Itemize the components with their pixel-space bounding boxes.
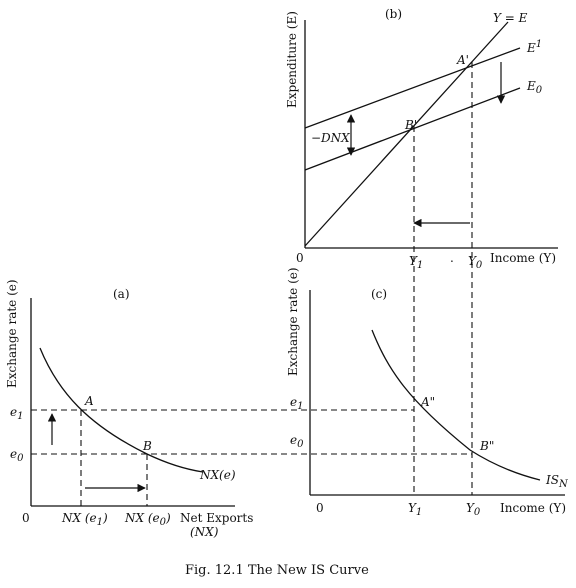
panel-a-curve-label: NX(e) (199, 468, 236, 482)
panel-a: (a) Exchange rate (e) 0 NX(e) A B e1 e0 … (5, 279, 253, 539)
panel-a-nx-curve (39, 347, 204, 473)
panel-a-tick-e0: e0 (10, 447, 24, 464)
panel-c: (c) Exchange rate (e) 0 ISN A" B" e1 e0 … (286, 267, 569, 518)
panel-c-curve-label: ISN (545, 473, 569, 490)
panel-c-is-curve (371, 329, 541, 481)
panel-b-dot: . (450, 251, 454, 265)
panel-c-tick-y1: Y1 (408, 501, 422, 518)
panel-c-point-a-label: A" (420, 395, 435, 409)
panel-b-tick-y1: Y1 (409, 254, 423, 271)
panel-c-label: (c) (371, 287, 387, 301)
panel-a-tick-nx1: NX (e1) (61, 511, 108, 528)
figure-caption: Fig. 12.1 The New IS Curve (185, 563, 369, 578)
panel-b-shift-label: −DNX (311, 131, 350, 145)
panel-a-point-b-label: B (142, 439, 152, 453)
panel-a-x-axis-label-2: (NX) (190, 525, 219, 539)
panel-a-x-axis-label-1: Net Exports (180, 511, 253, 525)
panel-b-line-y-equals-e (304, 21, 509, 247)
panel-b-point-a-label: A' (456, 53, 469, 67)
panel-a-tick-e1: e1 (10, 405, 23, 422)
panel-c-tick-y0: Y0 (466, 501, 481, 518)
panel-b-label: (b) (385, 7, 402, 21)
panel-b-origin: 0 (296, 251, 304, 265)
panel-a-point-a-label: A (84, 394, 94, 408)
panel-b-curve-e1-label: E1 (526, 39, 542, 55)
panel-c-y-axis-label: Exchange rate (e) (286, 267, 300, 376)
panel-b-curve-e0-label: E0 (526, 79, 543, 96)
panel-b-x-axis-label: Income (Y) (490, 251, 556, 265)
panel-b-curve-e1 (304, 47, 521, 129)
panel-a-label: (a) (113, 287, 130, 301)
panel-b-tick-y0: Y0 (468, 254, 483, 271)
panel-a-origin: 0 (22, 511, 30, 525)
panel-c-tick-e1: e1 (290, 395, 303, 412)
panel-b: (b) Expenditure (E) 0 Income (Y) Y = E E… (285, 7, 558, 271)
panel-b-curve-e0 (304, 87, 521, 171)
panel-c-origin: 0 (316, 501, 324, 515)
panel-b-line-y-equals-e-label: Y = E (493, 11, 528, 25)
panel-b-y-axis-label: Expenditure (E) (285, 11, 299, 108)
panel-a-y-axis-label: Exchange rate (e) (5, 279, 19, 388)
panel-c-x-axis-label: Income (Y) (500, 501, 566, 515)
panel-b-point-b-label: B' (404, 118, 417, 132)
panel-a-tick-nx0: NX (e0) (124, 511, 171, 528)
panel-c-tick-e0: e0 (290, 433, 304, 450)
panel-c-point-b-label: B" (479, 439, 494, 453)
